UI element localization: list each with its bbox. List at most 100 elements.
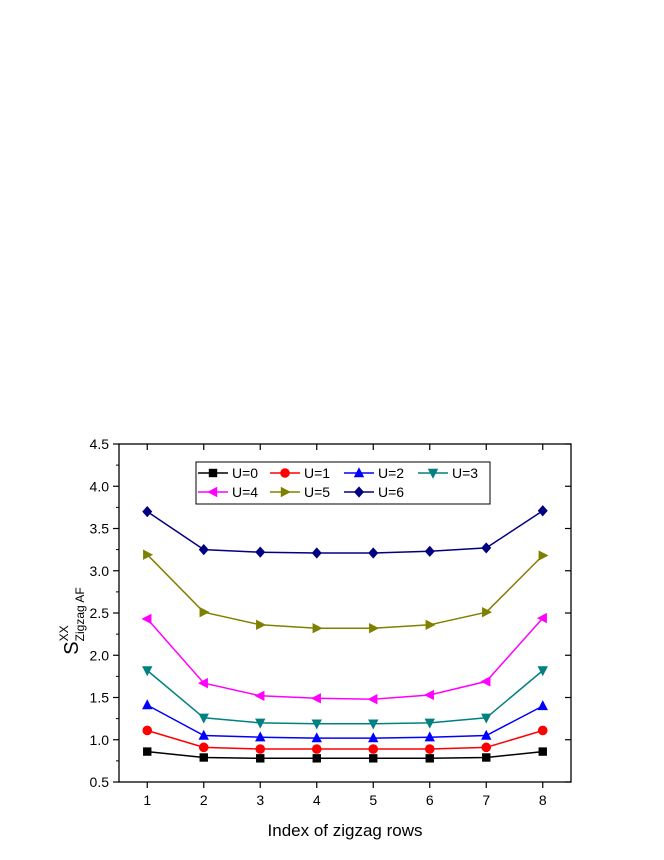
legend-item: U=3 <box>418 465 478 481</box>
axes: 1 2 3 4 5 6 7 8 0.5 1.0 1.5 2.0 2.5 3.0 3.5 4.0 4.5 <box>90 436 572 808</box>
y-tick-label: 4.5 <box>90 436 110 452</box>
series-line <box>146 669 544 725</box>
legend-item: U=2 <box>344 465 404 481</box>
series-line <box>147 750 543 760</box>
y-axis-title: SXX Zigzag AF <box>57 587 87 654</box>
legend-label: U=3 <box>452 465 478 481</box>
data-point <box>255 744 266 754</box>
legend-label: U=5 <box>304 484 330 500</box>
data-point <box>197 677 208 689</box>
legend-swatch-marker <box>280 468 290 478</box>
data-point <box>199 753 208 762</box>
data-point <box>369 623 380 634</box>
plot-area <box>141 505 549 763</box>
data-point <box>537 505 548 517</box>
data-point <box>312 754 321 763</box>
y-axis-title-superscript: XX <box>57 625 71 641</box>
y-tick-label: 3.5 <box>90 521 110 537</box>
data-point <box>537 666 548 677</box>
legend-label: U=1 <box>304 465 330 481</box>
x-tick-label: 8 <box>539 792 547 808</box>
data-point <box>368 719 379 730</box>
data-point <box>254 690 265 702</box>
x-tick-label: 6 <box>426 792 434 808</box>
x-axis-title: Index of zigzag rows <box>268 821 423 840</box>
data-point <box>311 719 322 730</box>
data-point <box>255 546 266 558</box>
legend-label: U=2 <box>378 465 404 481</box>
series-u-5 <box>143 549 549 634</box>
y-tick-label: 1.5 <box>90 690 110 706</box>
y-tick-label: 4.0 <box>90 478 110 494</box>
data-point <box>143 747 152 756</box>
series-u-3 <box>142 666 548 730</box>
data-point <box>198 544 209 556</box>
y-tick-label: 3.0 <box>90 563 110 579</box>
series-line <box>146 510 544 554</box>
data-point <box>482 753 491 762</box>
data-point <box>537 725 548 736</box>
data-point <box>424 731 435 742</box>
data-point <box>198 742 209 753</box>
x-tick-label: 7 <box>482 792 490 808</box>
legend: U=0 U=1 U=2 U=3 U=4 U=5 U=6 <box>195 461 491 505</box>
legend-label: U=4 <box>232 484 258 500</box>
series-u-0 <box>143 747 547 763</box>
series-line <box>147 729 544 750</box>
legend-swatch-marker <box>427 468 439 479</box>
data-point <box>198 713 209 724</box>
data-point <box>538 747 547 756</box>
data-point <box>198 729 209 740</box>
legend-swatch-marker <box>208 468 218 478</box>
x-tick-label: 3 <box>256 792 264 808</box>
legend-swatch-marker <box>354 486 364 498</box>
data-point <box>312 623 323 634</box>
data-point <box>424 545 435 557</box>
data-point <box>481 742 492 753</box>
series-u-4 <box>141 612 547 705</box>
data-point <box>143 549 154 560</box>
legend-label: U=6 <box>378 484 404 500</box>
data-point <box>481 729 492 740</box>
data-point <box>369 754 378 763</box>
data-point <box>142 666 153 677</box>
legend-swatch-marker <box>207 486 218 498</box>
data-point <box>536 612 547 624</box>
x-tick-label: 2 <box>200 792 208 808</box>
x-tick-label: 4 <box>313 792 321 808</box>
data-point <box>256 754 265 763</box>
data-point <box>311 744 322 754</box>
data-point <box>425 754 434 763</box>
y-tick-label: 2.0 <box>90 647 110 663</box>
data-point <box>256 619 267 631</box>
legend-item: U=0 <box>198 465 258 481</box>
data-point <box>142 725 153 736</box>
legend-item: U=1 <box>270 465 330 481</box>
data-point <box>538 550 549 561</box>
data-point <box>368 547 379 559</box>
data-point <box>537 700 548 711</box>
series-line <box>146 617 544 700</box>
series-line <box>146 704 544 739</box>
series-u-1 <box>142 725 548 754</box>
y-axis-title-subscript: Zigzag AF <box>73 587 87 641</box>
data-point <box>368 732 379 743</box>
data-point <box>199 606 210 618</box>
series-line <box>146 554 544 629</box>
legend-label: U=0 <box>232 465 258 481</box>
legend-swatch-marker <box>353 467 365 478</box>
legend-swatch-marker <box>280 486 291 498</box>
y-axis-title-base: S <box>61 641 83 654</box>
data-point <box>425 619 436 631</box>
data-point <box>424 718 435 729</box>
legend-item: U=4 <box>198 484 258 500</box>
data-point <box>142 506 153 518</box>
data-point <box>480 676 491 687</box>
data-point <box>141 613 152 625</box>
series-u-6 <box>142 505 548 559</box>
series-u-2 <box>142 699 548 743</box>
data-point <box>311 547 322 559</box>
x-tick-label: 5 <box>369 792 377 808</box>
data-point <box>310 693 321 704</box>
